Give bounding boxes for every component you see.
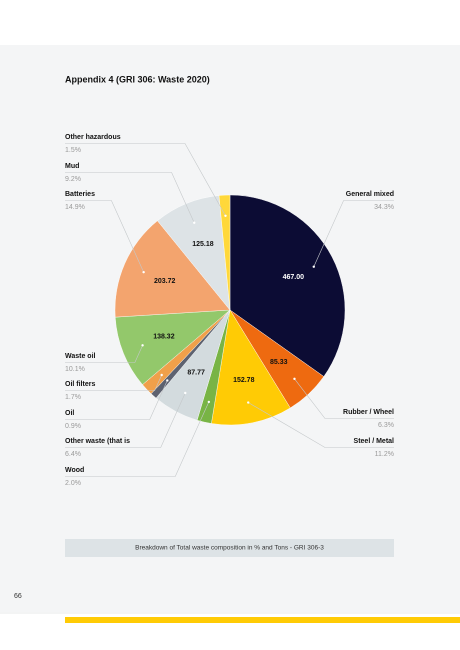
leader-dot [166, 379, 169, 382]
pie-chart: General mixed 34.3% 467.00 Rubber / Wheel 6.… [65, 134, 394, 487]
slice-percent: 14.9% [65, 204, 85, 211]
leader-line [65, 392, 186, 448]
pie-slice [114, 220, 231, 318]
slice-percent: 6.3% [378, 422, 394, 429]
tons-label: 87.77 [187, 370, 205, 377]
tons-label: 467.00 [283, 274, 305, 281]
tons-label: 125.18 [192, 241, 214, 248]
leader-line [294, 378, 394, 419]
slice-percent: 10.1% [65, 366, 85, 373]
leader-line [65, 374, 162, 391]
slice-percent: 2.0% [65, 480, 81, 487]
slice-name: Rubber / Wheel [343, 409, 394, 416]
leader-dot [141, 344, 144, 347]
slice-name: Waste oil [65, 353, 96, 360]
leader-dot [247, 401, 250, 404]
leader-line [248, 402, 394, 448]
caption-box [65, 539, 394, 557]
leader-dot [312, 265, 315, 268]
leader-line [313, 200, 394, 267]
slice-percent: 34.3% [374, 204, 394, 211]
caption: Breakdown of Total waste composition in … [135, 545, 324, 552]
leader-dot [160, 373, 163, 377]
footer-bar [65, 617, 460, 623]
slice-name: Mud [65, 163, 79, 170]
slice-name: Steel / Metal [354, 438, 395, 445]
tons-label: 138.32 [153, 334, 175, 341]
title: Appendix 4 (GRI 306: Waste 2020) [65, 74, 210, 84]
leader-line [65, 200, 144, 273]
slice-percent: 0.9% [65, 423, 81, 430]
slice-name: Other waste (that is [65, 438, 130, 445]
slice-name: Oil [65, 410, 74, 417]
leader-dot [293, 377, 296, 381]
leader-dot [142, 270, 145, 274]
slice-percent: 6.4% [65, 451, 81, 458]
slice-name: Wood [65, 467, 84, 474]
slice-name: Other hazardous [65, 134, 121, 141]
leader-line [65, 401, 210, 477]
slice-percent: 9.2% [65, 176, 81, 183]
leader-dot [224, 214, 227, 218]
page-number: 66 [14, 593, 22, 600]
slice-percent: 11.2% [375, 451, 394, 458]
tons-label: 203.72 [154, 278, 176, 285]
pie-slice [218, 194, 231, 311]
tons-label: 152.78 [233, 377, 255, 384]
slice-name: Batteries [65, 191, 95, 198]
leader-line [65, 143, 226, 216]
slice-name: General mixed [346, 191, 394, 198]
slice-name: Oil filters [65, 381, 95, 388]
pie-slice [229, 194, 346, 377]
leader-dot [184, 391, 187, 395]
slice-percent: 1.5% [65, 147, 81, 154]
pie-slice [115, 309, 231, 385]
leader-dot [207, 400, 211, 404]
slice-percent: 1.7% [65, 394, 81, 401]
tons-label: 85.33 [270, 359, 288, 366]
leader-dot [193, 221, 196, 224]
leader-line [65, 380, 168, 420]
leader-line [65, 172, 195, 223]
leader-line [65, 345, 143, 363]
